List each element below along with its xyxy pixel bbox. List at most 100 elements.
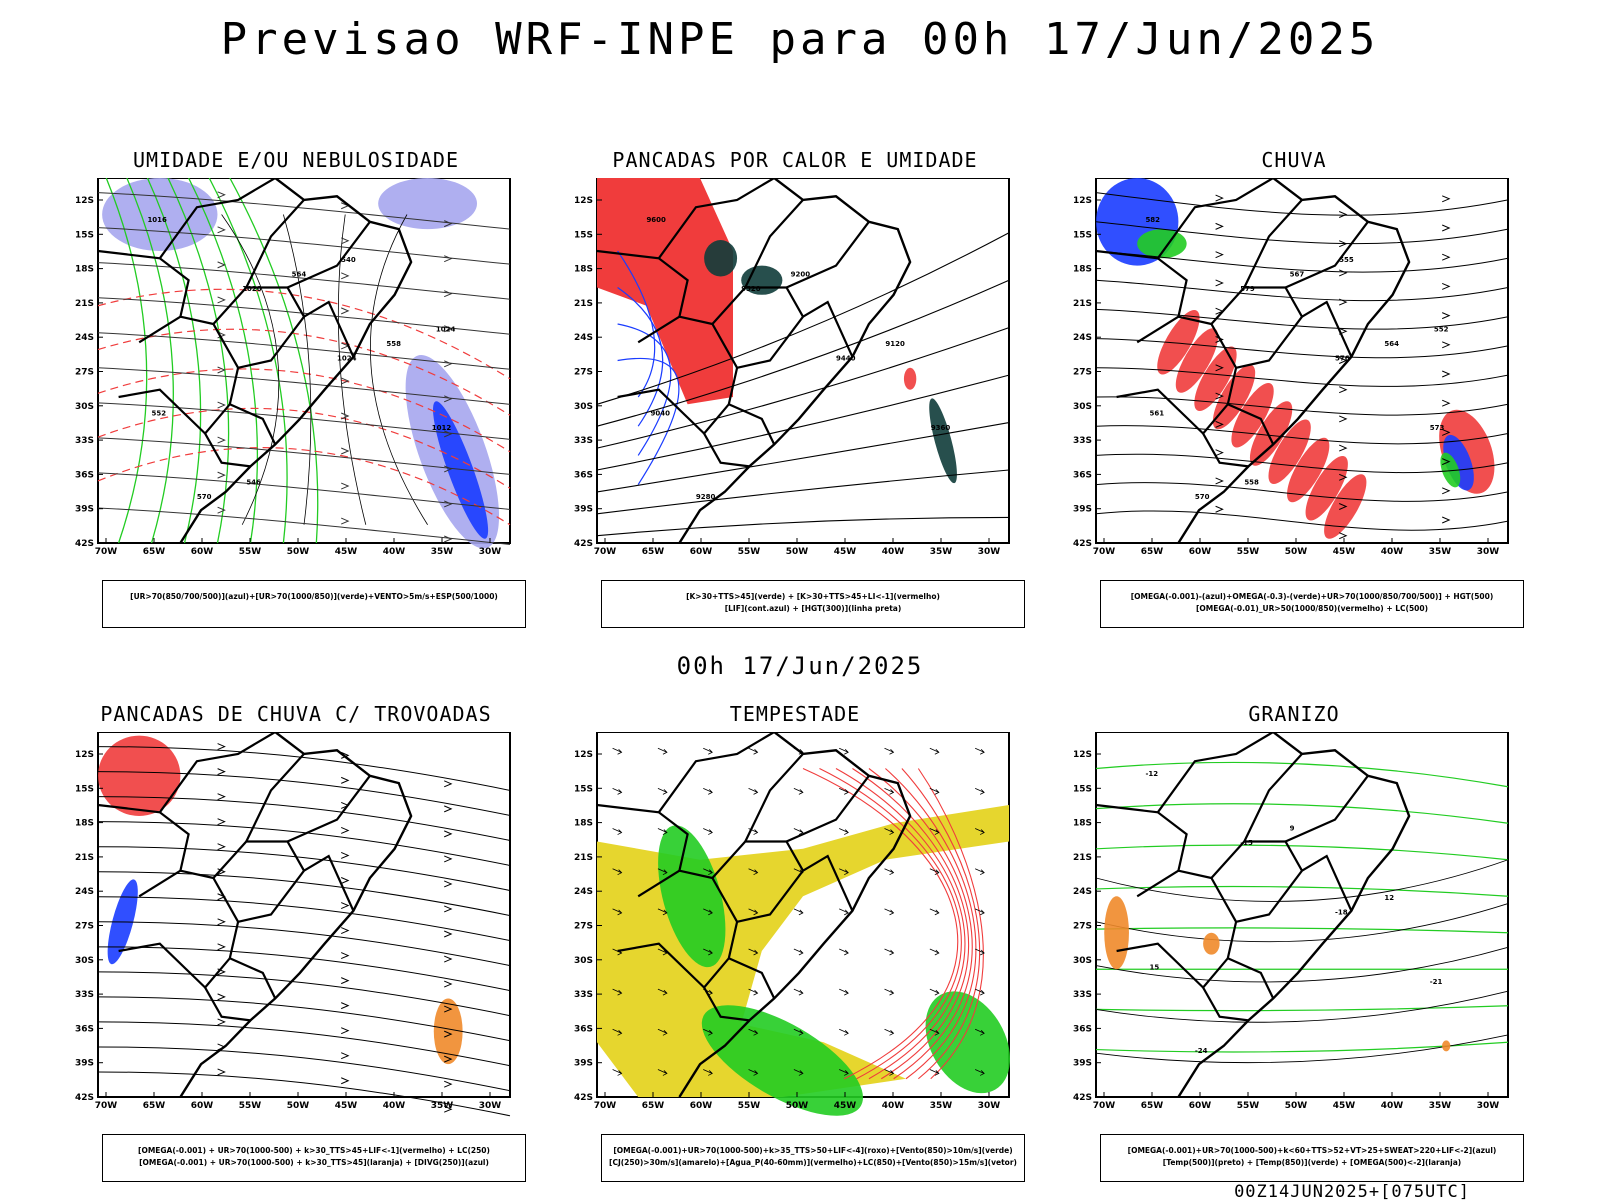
lat-label: 21S — [75, 299, 94, 309]
streamline-arrow — [217, 793, 226, 801]
coastline — [1177, 732, 1411, 1098]
lon-label: 65W — [143, 547, 166, 557]
streamline — [97, 921, 511, 967]
lon-label: 45W — [335, 1101, 358, 1111]
streamline-arrow — [1442, 370, 1451, 378]
streamline — [97, 367, 511, 405]
streamline-arrow — [1442, 428, 1451, 436]
lon-label: 50W — [287, 1101, 310, 1111]
legend-line: [OMEGA(-0.001) + UR>70(1000-500) + k>30_… — [139, 1158, 489, 1167]
lat-label: 36S — [75, 470, 94, 480]
contour-label: -21 — [1430, 978, 1443, 986]
lon-label: 60W — [690, 547, 713, 557]
lat-label: 24S — [574, 333, 593, 343]
streamline-arrow — [1442, 312, 1451, 320]
wind-vector — [884, 868, 895, 876]
map-svg: 58257957657357056756456155855555212S15S1… — [1073, 178, 1509, 557]
streamline-arrow — [341, 1027, 350, 1035]
streamline-arrow — [217, 436, 226, 444]
wind-vector — [839, 747, 849, 755]
wind-vector — [748, 788, 759, 795]
legend-line: [OMEGA(-0.001)-(azul)+OMEGA(-0.3)-(verde… — [1130, 592, 1494, 601]
lat-label: 15S — [574, 230, 593, 240]
lat-label: 30S — [75, 402, 94, 412]
lon-label: 50W — [786, 1101, 809, 1111]
map-borders-layer — [596, 178, 912, 544]
instability-area — [903, 367, 917, 390]
wind-vector — [929, 868, 940, 876]
streamline-arrow — [1215, 251, 1224, 259]
wind-vector — [839, 1069, 849, 1076]
map-svg: 1016102010241012570564558552546540102412… — [75, 178, 511, 557]
wind-vector — [612, 1028, 623, 1036]
lon-label: 30W — [479, 547, 502, 557]
map-granizo[interactable]: -12 -15 -18 -21 -24 9 12 15 12S 15S 18S 21S 24S 27S 30… — [1054, 732, 1534, 1122]
streamline-arrow — [341, 272, 350, 280]
map-pancadas-calor[interactable]: 9600 9520 9440 9360 9280 9200 9120 9040 12S 15S 18… — [555, 178, 1035, 568]
temp850-contour — [1095, 844, 1509, 861]
lat-label: 18S — [574, 819, 593, 829]
lif-contour — [617, 357, 680, 485]
lon-label: 45W — [1333, 547, 1356, 557]
country-border — [1235, 300, 1353, 369]
streamline-arrow — [341, 517, 350, 525]
wind-vector — [884, 747, 895, 755]
pressure-contour — [283, 214, 312, 525]
streamline-arrow — [1442, 341, 1451, 349]
legend-line: [K>30+TTS>45](verde) + [K>30+TTS>45+LI<-… — [686, 592, 940, 601]
streamline-arrow — [444, 880, 453, 888]
omega-area — [1442, 1040, 1451, 1052]
wind-vector — [793, 988, 804, 996]
country-border — [212, 840, 305, 879]
wind-vector — [612, 747, 623, 755]
streamline — [97, 946, 511, 992]
country-border — [744, 199, 804, 288]
legend-line: [OMEGA(-0.001) + UR>70(1000-500) + k>30_… — [138, 1146, 490, 1155]
streamline-arrow — [444, 855, 453, 863]
humidity-area — [102, 178, 218, 251]
country-border — [1243, 199, 1303, 288]
legend-line: [LIF](cont.azul) + [HGT(300)](linha pret… — [724, 604, 902, 613]
lon-label: 40W — [383, 547, 406, 557]
map-umidade[interactable]: 1016 1020 1024 1012 570 564 558 552 546 540 1024 12… — [56, 178, 536, 568]
contour-label: 9440 — [836, 355, 856, 363]
legend-box: [OMEGA(-0.001)+UR>70(1000-500)+k<60+TTS>… — [1100, 1134, 1524, 1182]
streamline-arrow — [444, 1030, 453, 1038]
wind-vector — [748, 868, 759, 876]
lon-label: 35W — [431, 547, 454, 557]
lat-label: 36S — [574, 470, 593, 480]
streamline-arrow — [444, 430, 453, 438]
lat-label: 18S — [1073, 819, 1092, 829]
lon-label: 55W — [1237, 1101, 1260, 1111]
streamline-arrow — [217, 768, 226, 776]
wind-vector — [657, 747, 668, 755]
pressure-contour — [370, 214, 428, 525]
streamline-arrow — [217, 743, 226, 751]
coastline — [678, 178, 912, 544]
streamline — [97, 1046, 511, 1092]
country-border — [1285, 775, 1369, 843]
contour-label: 570 — [1195, 493, 1210, 501]
map-borders-layer — [97, 178, 413, 544]
lat-label: 33S — [574, 990, 593, 1000]
map-tempestade[interactable]: 12S 15S 18S 21S 24S 27S 30S 33S 36S 39S 42S 70W 65W 6… — [555, 732, 1035, 1122]
contour-label: 1024 — [337, 355, 357, 363]
lat-label: 18S — [75, 265, 94, 275]
wind-vector — [703, 747, 713, 755]
lat-label: 39S — [75, 505, 94, 515]
map-trovoadas[interactable]: 12S 15S 18S 21S 24S 27S 30S 33S 36S 39S 42S 70W 65W 6… — [56, 732, 536, 1122]
temp850-contour — [1095, 803, 1509, 824]
contour-label: 546 — [246, 479, 261, 487]
map-fields-layer: 1016 1020 1024 1012 570 564 558 552 546 540 1024 — [97, 178, 511, 549]
streamline-arrow — [341, 377, 350, 385]
streamline — [97, 846, 511, 892]
map-chuva[interactable]: 582 579 576 573 570 567 564 561 558 555 552 12S 15S 1… — [1054, 178, 1534, 568]
wind-vector — [929, 828, 940, 835]
lat-label: 27S — [75, 922, 94, 932]
streamline-arrow — [1339, 298, 1348, 306]
panel-title: PANCADAS POR CALOR E UMIDADE — [612, 148, 978, 172]
streamline-arrow — [444, 805, 453, 813]
country-border — [1285, 221, 1369, 289]
lon-label: 55W — [239, 547, 262, 557]
